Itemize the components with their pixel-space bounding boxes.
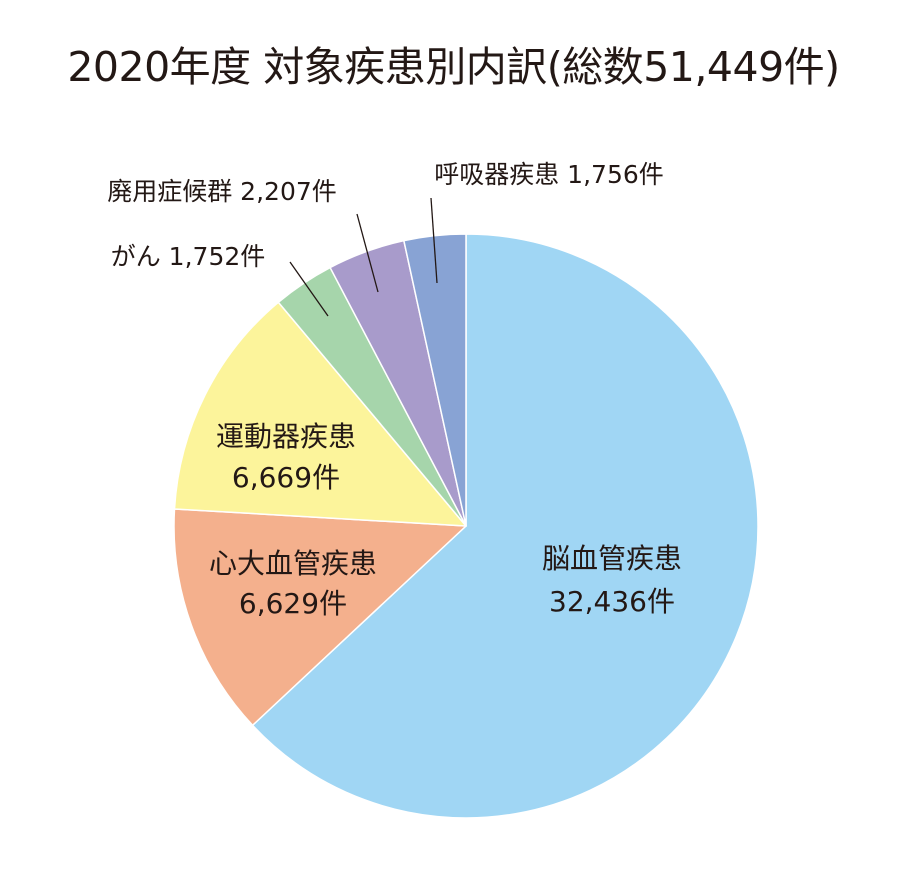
slice-count-label: 6,669件 [232,461,340,494]
leader-lines [289,197,438,317]
slice-category-label: 脳血管疾患 [542,542,682,575]
slice-outside-label: 呼吸器疾患 1,756件 [434,160,664,189]
slice-category-label: 心大血管疾患 [209,547,377,580]
pie-slice [173,301,467,527]
pie-slice [403,233,467,527]
slice-category-label: 運動器疾患 [216,420,356,453]
slice-count-label: 6,629件 [239,587,347,620]
slice-count-label: 32,436件 [549,585,675,618]
pie-slice [173,508,467,727]
slice-labels: 脳血管疾患 32,436件 心大血管疾患 6,629件 運動器疾患 6,669件 がん 1,… [107,160,682,620]
slice-outside-label: がん 1,752件 [111,242,266,271]
leader-line [356,213,379,293]
pie-slices [173,233,759,819]
leader-line [289,261,329,317]
chart-title: 2020年度 対象疾患別内訳(総数51,449件) [67,43,840,91]
slice-outside-label: 廃用症候群 2,207件 [107,177,337,206]
pie-slice [251,233,759,819]
leader-line [430,197,438,284]
